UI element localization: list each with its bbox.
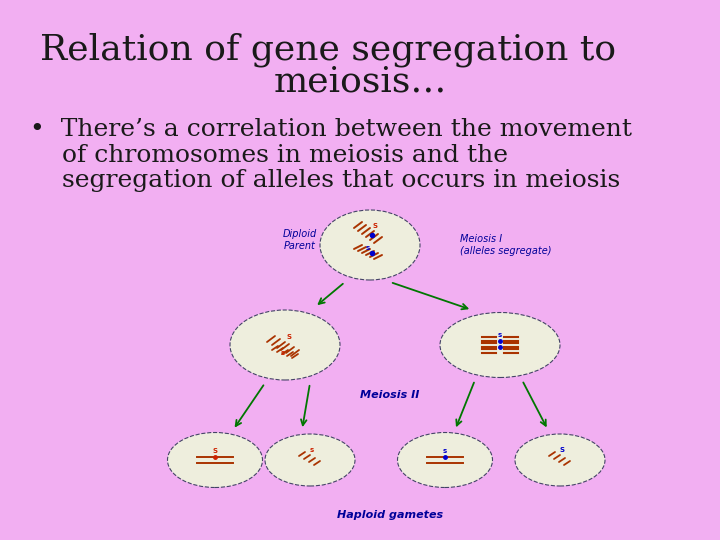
Text: meiosis…: meiosis… [274, 65, 446, 99]
Ellipse shape [230, 310, 340, 380]
Text: Meiosis II: Meiosis II [360, 390, 420, 400]
Text: segregation of alleles that occurs in meiosis: segregation of alleles that occurs in me… [30, 168, 620, 192]
Ellipse shape [168, 433, 263, 488]
Text: S: S [559, 447, 564, 453]
Text: of chromosomes in meiosis and the: of chromosomes in meiosis and the [30, 144, 508, 166]
Ellipse shape [265, 434, 355, 486]
Text: s: s [443, 448, 447, 454]
Text: s: s [310, 447, 314, 453]
Text: S: S [212, 448, 217, 454]
Ellipse shape [320, 210, 420, 280]
Text: Haploid gametes: Haploid gametes [337, 510, 443, 520]
Text: s: s [281, 350, 285, 356]
Text: Diploid
Parent: Diploid Parent [283, 229, 317, 251]
Text: •  There’s a correlation between the movement: • There’s a correlation between the move… [30, 118, 632, 141]
Text: S: S [287, 334, 292, 340]
Text: Relation of gene segregation to: Relation of gene segregation to [40, 33, 616, 68]
Text: S: S [372, 223, 377, 229]
Text: s: s [366, 245, 370, 251]
Text: s: s [498, 332, 502, 338]
Text: Meiosis I
(alleles segregate): Meiosis I (alleles segregate) [460, 234, 552, 256]
Ellipse shape [397, 433, 492, 488]
Ellipse shape [440, 313, 560, 377]
Ellipse shape [515, 434, 605, 486]
